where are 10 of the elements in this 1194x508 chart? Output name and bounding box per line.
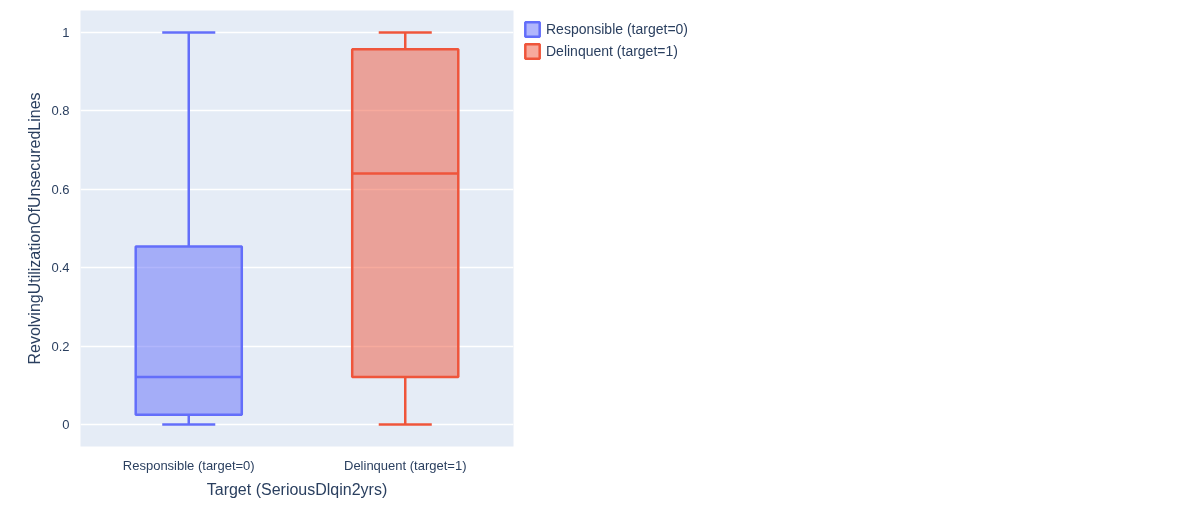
y-tick-label: 0 bbox=[62, 417, 70, 433]
y-axis-title: RevolvingUtilizationOfUnsecuredLines bbox=[26, 92, 44, 365]
legend-label: Responsible (target=0) bbox=[546, 21, 689, 37]
y-tick-label: 1 bbox=[62, 24, 70, 40]
legend-label: Delinquent (target=1) bbox=[546, 43, 678, 59]
y-tick-label: 0.8 bbox=[51, 103, 70, 119]
x-axis-title: Target (SeriousDlqin2yrs) bbox=[206, 480, 388, 498]
y-tick-label: 0.4 bbox=[51, 260, 70, 276]
y-tick-label: 0.2 bbox=[51, 338, 70, 354]
y-tick-label: 0.6 bbox=[51, 181, 70, 197]
